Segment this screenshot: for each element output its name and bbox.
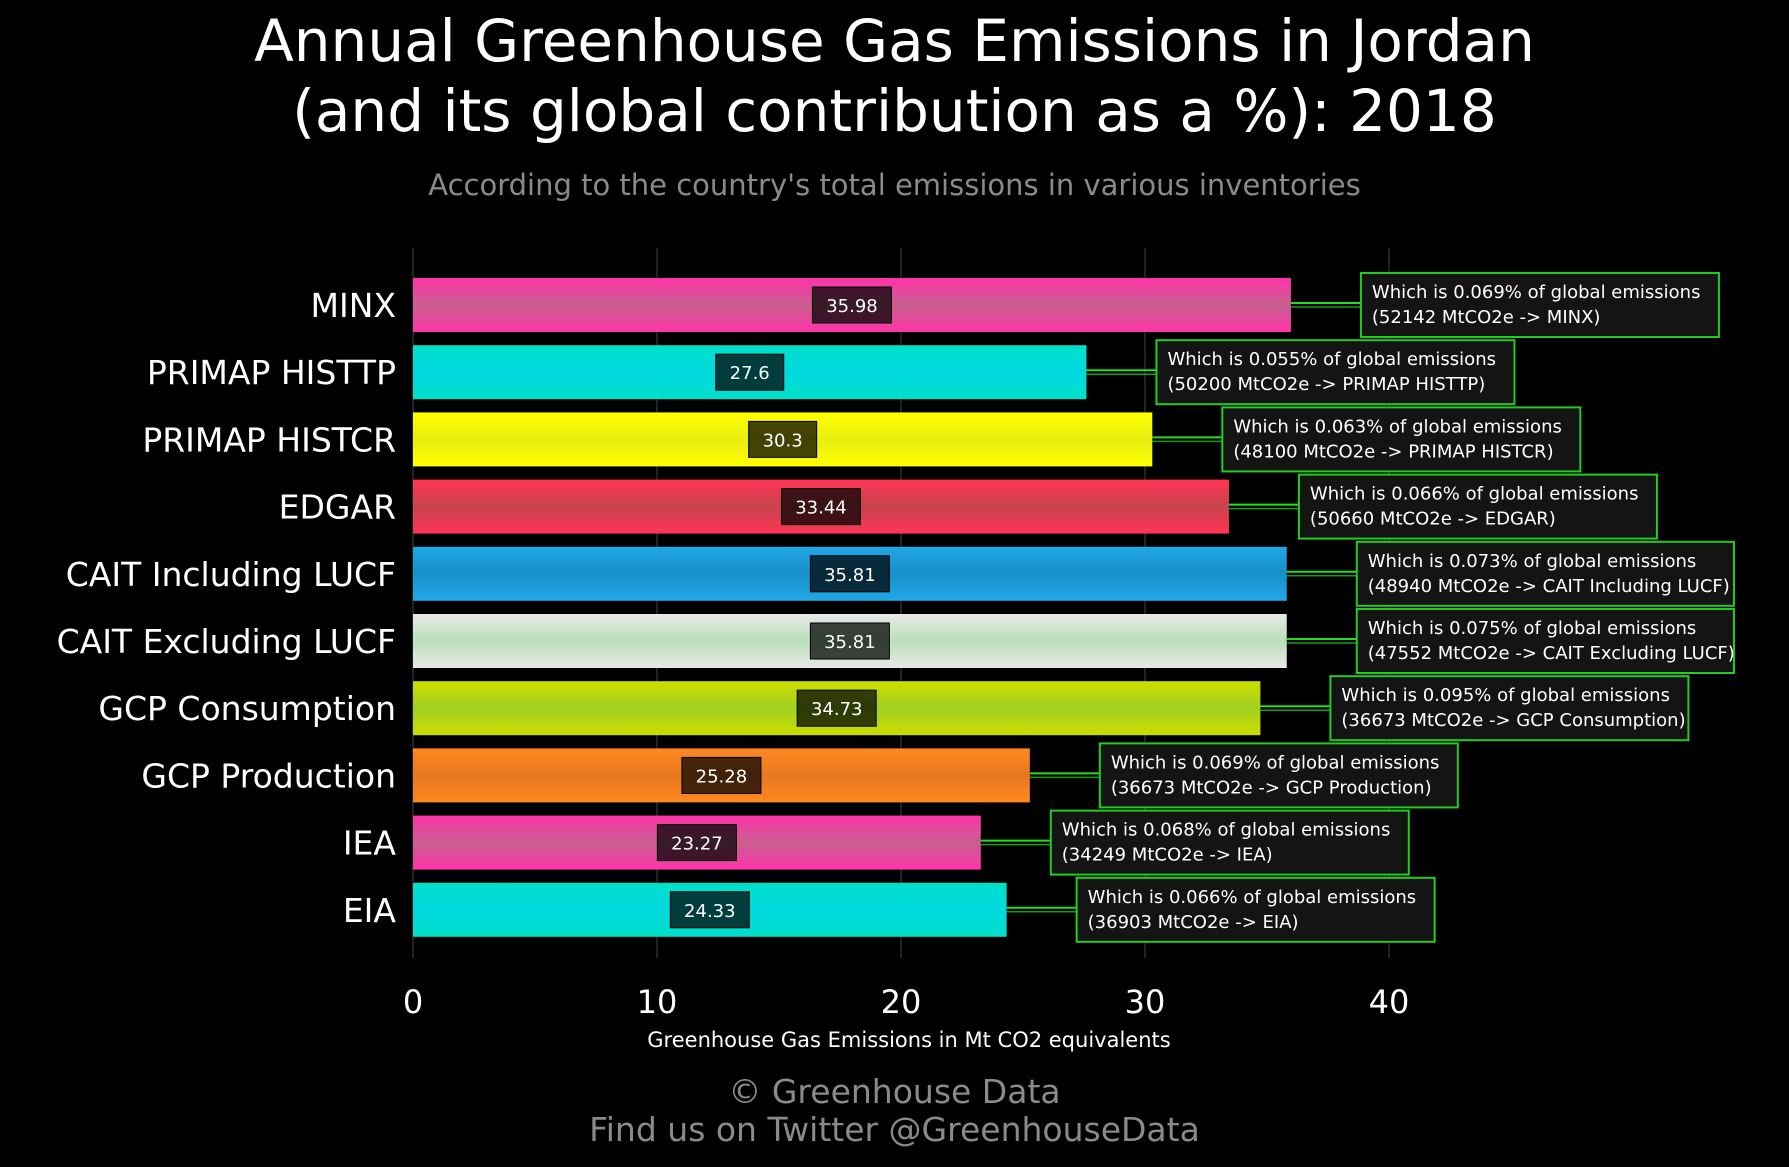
annotation-box: [1155, 339, 1516, 406]
annotation-box: [1359, 272, 1720, 338]
category-label: CAIT Including LUCF: [66, 555, 396, 594]
annotation-line2: (48940 MtCO2e -> CAIT Including LUCF): [1368, 576, 1730, 597]
annotation-line2: (48100 MtCO2e -> PRIMAP HISTCR): [1233, 441, 1553, 462]
annotation-box: [1075, 876, 1436, 943]
x-tick-label: 0: [403, 983, 423, 1021]
annotation-line2: (36673 MtCO2e -> GCP Production): [1111, 777, 1432, 798]
annotation-line1: Which is 0.063% of global emissions: [1233, 416, 1562, 437]
value-label: 33.44: [795, 498, 847, 519]
value-label-box: [811, 286, 892, 324]
twitter-text: Find us on Twitter @GreenhouseData: [589, 1110, 1200, 1149]
annotation-line2: (50200 MtCO2e -> PRIMAP HISTTP): [1167, 374, 1485, 395]
value-label-box: [796, 689, 877, 727]
category-label: PRIMAP HISTCR: [142, 420, 396, 459]
value-label: 25.28: [696, 766, 748, 787]
x-tick-label: 30: [1125, 983, 1166, 1021]
annotation-line1: Which is 0.075% of global emissions: [1368, 618, 1697, 639]
annotation-box: [1297, 473, 1658, 540]
annotation-line2: (36673 MtCO2e -> GCP Consumption): [1341, 710, 1685, 731]
annotation-line1: Which is 0.095% of global emissions: [1341, 685, 1670, 706]
category-label: GCP Production: [141, 756, 396, 795]
value-label: 35.98: [826, 296, 878, 317]
annotation-box: [1355, 540, 1735, 607]
chart-title: Annual Greenhouse Gas Emissions in Jorda…: [0, 6, 1789, 146]
value-label-box: [656, 824, 737, 862]
x-axis-label: Greenhouse Gas Emissions in Mt CO2 equiv…: [647, 1028, 1170, 1052]
category-label: CAIT Excluding LUCF: [57, 622, 396, 661]
annotation-line2: (52142 MtCO2e -> MINX): [1372, 307, 1601, 328]
annotation-line2: (50660 MtCO2e -> EDGAR): [1310, 509, 1556, 530]
credit-text: © Greenhouse Data: [728, 1072, 1061, 1111]
value-label-box: [809, 555, 890, 593]
value-label: 30.3: [763, 430, 803, 451]
category-label: PRIMAP HISTTP: [147, 353, 396, 392]
category-label: EDGAR: [279, 488, 396, 527]
value-label: 27.6: [730, 363, 770, 384]
value-label: 23.27: [671, 834, 723, 855]
value-label-box: [748, 420, 818, 458]
annotation-line1: Which is 0.066% of global emissions: [1088, 887, 1417, 908]
category-label: EIA: [343, 891, 397, 930]
category-label: MINX: [311, 286, 397, 325]
x-tick-label: 10: [637, 983, 678, 1021]
value-label-box: [780, 488, 861, 526]
value-label: 24.33: [684, 901, 736, 922]
annotation-line1: Which is 0.069% of global emissions: [1372, 282, 1701, 303]
annotation-box: [1355, 608, 1735, 674]
annotation-line2: (47552 MtCO2e -> CAIT Excluding LUCF): [1368, 643, 1735, 664]
value-label-box: [715, 353, 785, 391]
chart-subtitle: According to the country's total emissio…: [428, 168, 1361, 202]
annotation-box: [1098, 742, 1459, 809]
chart-title-line1: Annual Greenhouse Gas Emissions in Jorda…: [254, 7, 1535, 75]
annotation-line1: Which is 0.066% of global emissions: [1310, 484, 1639, 505]
category-label: IEA: [343, 824, 397, 863]
annotation-line1: Which is 0.069% of global emissions: [1111, 752, 1440, 773]
value-label: 35.81: [824, 565, 876, 586]
annotation-box: [1221, 406, 1582, 473]
annotation-line1: Which is 0.055% of global emissions: [1167, 349, 1496, 370]
value-label: 35.81: [824, 632, 876, 653]
annotation-box: [1049, 809, 1410, 876]
value-label-box: [809, 622, 890, 660]
annotation-line1: Which is 0.068% of global emissions: [1062, 820, 1391, 841]
value-label-box: [669, 891, 750, 929]
annotation-line2: (36903 MtCO2e -> EIA): [1088, 912, 1299, 933]
category-label: GCP Consumption: [98, 689, 396, 728]
value-label: 34.73: [811, 699, 863, 720]
annotation-line1: Which is 0.073% of global emissions: [1368, 551, 1697, 572]
value-label-box: [681, 756, 762, 794]
x-tick-label: 40: [1369, 983, 1410, 1021]
chart-title-line2: (and its global contribution as a %): 20…: [292, 77, 1497, 145]
annotation-box: [1329, 675, 1690, 742]
annotation-line2: (34249 MtCO2e -> IEA): [1062, 845, 1273, 866]
x-tick-label: 20: [881, 983, 922, 1021]
